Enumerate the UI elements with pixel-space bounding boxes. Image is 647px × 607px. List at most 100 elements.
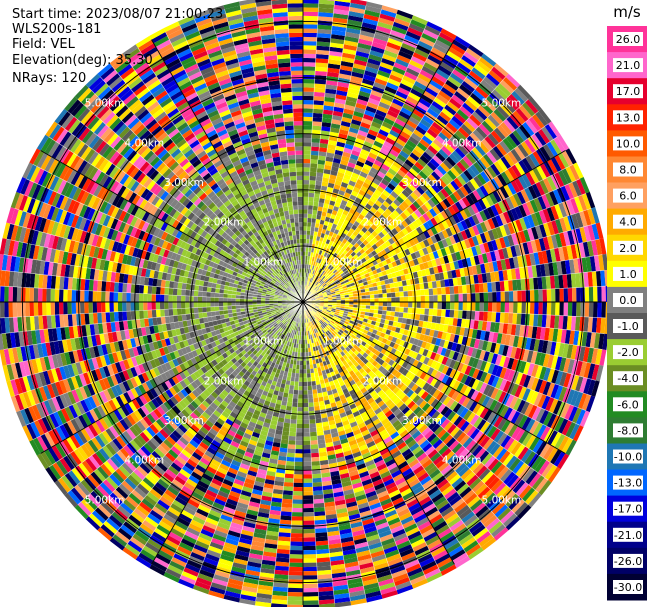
velocity-bin: [369, 167, 379, 175]
velocity-bin: [378, 17, 394, 26]
velocity-bin: [416, 101, 430, 112]
velocity-bin: [339, 125, 350, 132]
velocity-bin: [344, 169, 353, 177]
velocity-bin: [325, 88, 337, 95]
velocity-bin: [407, 214, 416, 223]
velocity-bin: [369, 125, 380, 133]
velocity-bin: [515, 107, 529, 122]
velocity-bin: [354, 106, 366, 114]
velocity-bin: [439, 111, 452, 123]
velocity-bin: [330, 256, 336, 262]
velocity-bin: [406, 313, 412, 320]
velocity-bin: [384, 85, 398, 95]
velocity-bin: [407, 290, 413, 297]
velocity-bin: [469, 114, 482, 127]
velocity-bin: [342, 112, 354, 120]
velocity-bin: [438, 131, 450, 143]
velocity-bin: [422, 151, 433, 162]
velocity-bin: [393, 198, 402, 207]
velocity-bin: [314, 528, 328, 534]
velocity-bin: [434, 39, 451, 51]
velocity-bin: [448, 46, 464, 59]
velocity-bin: [395, 302, 400, 308]
velocity-bin: [499, 102, 513, 117]
velocity-bin: [303, 104, 314, 109]
velocity-bin: [450, 166, 460, 178]
velocity-bin: [515, 127, 528, 142]
velocity-bin: [337, 274, 342, 280]
velocity-bin: [303, 423, 310, 429]
velocity-bin: [303, 592, 319, 597]
velocity-bin: [361, 117, 373, 126]
velocity-bin: [457, 126, 470, 139]
velocity-bin: [328, 178, 336, 185]
velocity-bin: [284, 414, 292, 420]
velocity-bin: [312, 490, 324, 496]
velocity-bin: [303, 154, 311, 160]
velocity-bin: [323, 252, 328, 257]
velocity-bin: [342, 249, 349, 256]
velocity-bin: [424, 308, 430, 316]
velocity-bin: [310, 440, 318, 445]
velocity-bin: [312, 108, 324, 114]
velocity-bin: [370, 121, 382, 129]
velocity-bin: [497, 158, 508, 172]
velocity-bin: [396, 54, 411, 64]
velocity-bin: [483, 282, 488, 293]
velocity-bin: [341, 56, 355, 64]
velocity-bin: [407, 27, 423, 37]
velocity-bin: [500, 291, 505, 302]
velocity-bin: [387, 167, 397, 176]
velocity-bin: [328, 254, 333, 260]
velocity-bin: [321, 255, 326, 261]
velocity-bin: [328, 55, 342, 61]
velocity-bin: [338, 189, 346, 196]
velocity-bin: [491, 281, 497, 293]
velocity-bin: [408, 167, 419, 177]
velocity-bin: [308, 192, 315, 198]
velocity-bin: [370, 89, 383, 98]
velocity-bin: [291, 406, 298, 412]
velocity-bin: [466, 117, 479, 130]
velocity-bin: [299, 369, 303, 374]
velocity-bin: [318, 263, 323, 269]
velocity-bin: [394, 232, 402, 241]
velocity-bin: [483, 292, 489, 302]
velocity-bin: [392, 66, 406, 76]
velocity-bin: [345, 27, 361, 35]
velocity-bin: [426, 161, 437, 172]
velocity-bin: [463, 169, 474, 181]
velocity-bin: [441, 302, 447, 310]
velocity-bin: [316, 236, 321, 241]
velocity-bin: [336, 141, 346, 148]
velocity-bin: [329, 266, 334, 271]
velocity-bin: [308, 406, 315, 412]
velocity-bin: [401, 219, 409, 228]
velocity-bin: [445, 302, 451, 310]
velocity-bin: [505, 96, 519, 111]
velocity-bin: [288, 440, 296, 445]
velocity-bin: [303, 419, 310, 424]
velocity-bin: [390, 220, 398, 228]
velocity-bin: [400, 79, 414, 89]
velocity-bin: [328, 204, 335, 210]
velocity-bin: [310, 226, 315, 232]
velocity-bin: [401, 189, 411, 198]
velocity-bin: [379, 148, 390, 157]
velocity-bin: [395, 291, 400, 298]
velocity-bin: [431, 100, 444, 112]
velocity-bin: [321, 126, 331, 132]
velocity-bin: [353, 210, 361, 218]
velocity-bin: [465, 152, 477, 165]
velocity-bin: [419, 36, 435, 47]
velocity-bin: [345, 165, 355, 173]
velocity-bin: [323, 101, 335, 107]
velocity-bin: [397, 86, 410, 96]
velocity-bin: [524, 138, 536, 153]
velocity-bin: [303, 453, 312, 458]
velocity-bin: [309, 287, 313, 292]
velocity-bin: [313, 197, 320, 203]
velocity-bin: [317, 435, 325, 441]
velocity-bin: [555, 288, 560, 302]
velocity-bin: [293, 478, 303, 483]
